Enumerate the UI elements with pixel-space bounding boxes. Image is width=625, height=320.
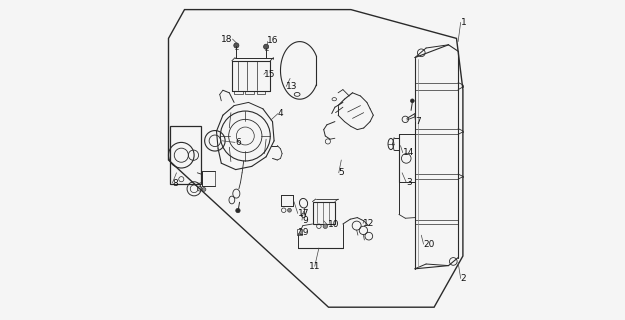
Text: 13: 13: [286, 82, 298, 91]
Text: 6: 6: [235, 138, 241, 147]
Text: 7: 7: [416, 117, 421, 126]
Text: 16: 16: [267, 36, 279, 45]
Text: 11: 11: [309, 262, 321, 271]
Text: 1: 1: [461, 18, 466, 27]
Bar: [256, 91, 266, 94]
Text: 10: 10: [328, 220, 339, 229]
Text: 15: 15: [264, 70, 276, 79]
Circle shape: [411, 99, 414, 103]
Text: 2: 2: [461, 274, 466, 283]
Circle shape: [234, 43, 239, 48]
Bar: [245, 91, 254, 94]
Circle shape: [202, 188, 206, 191]
Circle shape: [323, 224, 328, 228]
Bar: [234, 91, 243, 94]
Text: 9: 9: [302, 216, 308, 225]
Circle shape: [264, 44, 269, 49]
Text: 18: 18: [221, 35, 232, 44]
Text: 4: 4: [278, 109, 284, 118]
Circle shape: [236, 208, 240, 213]
Text: 3: 3: [406, 178, 412, 187]
Text: 8: 8: [173, 179, 178, 188]
Bar: [298, 229, 302, 235]
Bar: [312, 202, 335, 224]
Text: 5: 5: [339, 168, 344, 177]
Text: 20: 20: [424, 240, 435, 249]
Text: 14: 14: [402, 148, 414, 157]
Text: 17: 17: [298, 209, 309, 218]
Circle shape: [288, 208, 291, 212]
Text: 12: 12: [363, 219, 374, 228]
Text: 19: 19: [298, 228, 309, 237]
Bar: [170, 126, 201, 184]
